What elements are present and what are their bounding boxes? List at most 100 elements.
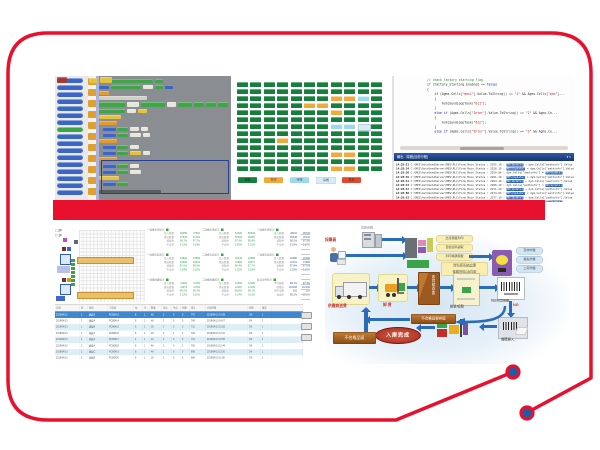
status-cell: [263, 89, 275, 95]
status-cell: [317, 96, 329, 102]
screenshot-code-editor: // check factory starting flag if (Factor…: [392, 76, 574, 202]
stat-panel: 一號機生產統計 投入數量 48250 47810 產出數量 47632 47201 稼動率 98…: [147, 228, 200, 251]
block: [130, 151, 141, 155]
person-icon: [330, 246, 346, 266]
palette-pill: [57, 155, 83, 160]
status-cell: [263, 110, 275, 116]
block: [155, 79, 163, 83]
table-side-button: [301, 323, 312, 330]
indicator-icon: [56, 296, 65, 301]
table-side-button: [301, 334, 312, 341]
person-label: 採購員: [325, 237, 337, 242]
status-cell: [371, 103, 382, 109]
status-cell: [277, 96, 289, 102]
horizontal-scrollbar[interactable]: [400, 146, 568, 150]
status-cell: [237, 82, 248, 88]
staging-label: 收貨暫存區: [431, 275, 436, 295]
status-chip-icon: [276, 228, 279, 232]
status-cell: [304, 138, 315, 144]
status-cell: [371, 82, 382, 88]
status-cell: [277, 117, 289, 123]
status-cell: [371, 131, 382, 137]
block: [117, 133, 128, 137]
code-line: if (Agms.Cells["mes1"].Value.ToString() …: [434, 92, 565, 97]
block: [99, 96, 147, 100]
status-cell: [277, 145, 289, 151]
circuit-node-icon: [519, 405, 535, 421]
log-output: 14:28:31 C:\MES\AutoSendServer\MES\PLC\F…: [394, 162, 574, 202]
status-cell: [304, 166, 315, 172]
status-cell: [317, 138, 329, 144]
stat-panel: 一號機包裝統計 投入數量 23810 23550 產出數量 23496 23301 稼動率 97…: [147, 253, 200, 276]
status-cell: [250, 117, 262, 123]
status-cell: [263, 145, 275, 151]
status-cell: [237, 124, 248, 130]
arrow-down: [506, 301, 515, 318]
status-cell: [263, 82, 275, 88]
status-cell: [290, 124, 302, 130]
status-cell: [344, 166, 356, 172]
ng-curve-arrow: [455, 305, 507, 326]
stat-panel: 二號機包裝統計 投入數量 25140 24890 產出數量 24902 24677 稼動率 98…: [202, 253, 255, 276]
log-panel-title: 輸出 - 除錯(目前行程): [397, 155, 429, 160]
status-cell: [250, 152, 262, 158]
status-cell: [263, 131, 275, 137]
block: [218, 102, 228, 107]
status-cell: [237, 96, 248, 102]
block: [99, 121, 117, 125]
status-cell: [237, 103, 248, 109]
block: [138, 109, 147, 113]
stat-row: 不良率 0.12% 0.10%: [166, 293, 200, 297]
block: [100, 77, 112, 83]
done-ellipse: 入庫完成: [375, 327, 421, 344]
block: [99, 139, 117, 143]
process-pill: 自動資料讀取: [436, 244, 473, 252]
status-cell: [250, 159, 262, 165]
table-row: 2019/04/13 2 測試B PCB0420 6 1 36 1 0 0 688 2019/04/1…: [55, 355, 303, 362]
palette-pill: [57, 190, 83, 195]
status-cell: [263, 117, 275, 123]
status-cell: [371, 89, 382, 95]
block: [143, 85, 153, 89]
status-cell: [317, 110, 329, 116]
status-cell: [263, 152, 275, 158]
status-cell: [330, 152, 342, 158]
conveyor-bar: [77, 292, 134, 299]
block: [89, 78, 97, 83]
status-cell: [371, 145, 382, 151]
status-cell: [344, 152, 356, 158]
block: [103, 127, 116, 131]
screenshot-block-editor: [55, 76, 231, 200]
barcode-label-icon: [497, 277, 525, 300]
status-cell: [344, 96, 356, 102]
rfid-machine-icon: [492, 250, 512, 276]
status-cell: [330, 166, 342, 172]
status-cell: [250, 110, 262, 116]
status-chip-icon: [221, 228, 224, 232]
status-cell: [357, 166, 369, 172]
operation-oval: 盤點作業: [516, 256, 543, 264]
unload-label: 卸 貨: [383, 302, 392, 307]
arrow: [439, 283, 456, 292]
status-cell: [330, 124, 342, 130]
status-cell: [357, 152, 369, 158]
indicator-icon: [74, 240, 78, 244]
scrollbar-thumb[interactable]: [460, 146, 504, 150]
block: [57, 77, 67, 83]
block: [143, 151, 150, 155]
status-cell: [330, 89, 342, 95]
status-cell: [237, 145, 248, 151]
side-notes: [301, 234, 310, 300]
block: [130, 145, 139, 149]
status-cell: [330, 159, 342, 165]
log-panel-close-icon[interactable]: ▾ ×: [566, 155, 571, 160]
status-cell: [277, 89, 289, 95]
status-chip-icon: [276, 253, 279, 257]
operation-oval: 上架作業: [516, 265, 543, 273]
block: [167, 102, 176, 107]
status-cell: [304, 131, 315, 137]
arrow: [382, 235, 407, 244]
block-canvas: [99, 76, 231, 200]
status-cell: [317, 82, 329, 88]
stat-panel: 一號機堆疊統計 投入數量 11920 11760 產出數量 11873 11704 稼動率 99…: [147, 278, 200, 301]
